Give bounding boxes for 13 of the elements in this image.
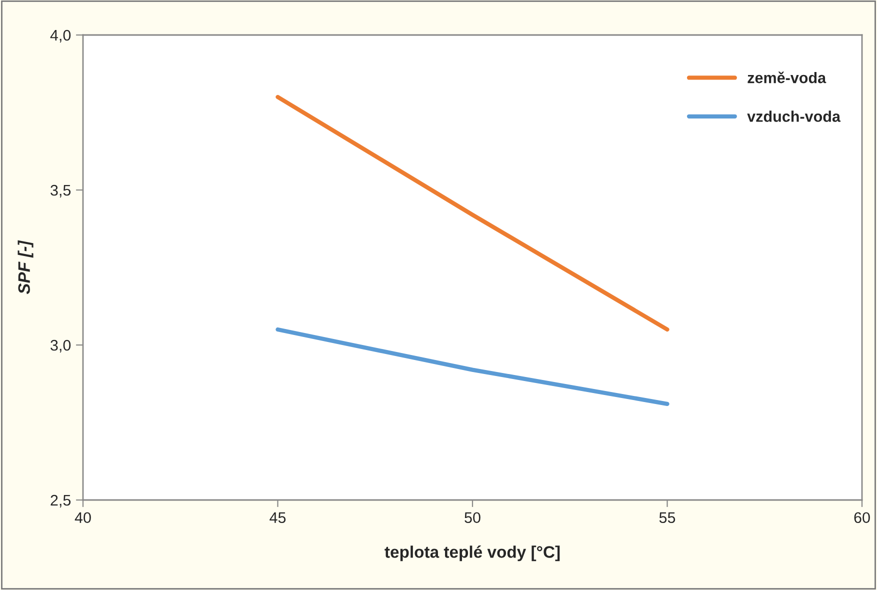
legend-label: vzduch-voda xyxy=(747,110,841,122)
y-tick-label: 3,0 xyxy=(50,340,71,352)
y-tick-label: 4,0 xyxy=(50,30,71,42)
x-tick-label: 45 xyxy=(270,512,286,524)
x-tick-label: 50 xyxy=(464,512,480,524)
y-tick-label: 3,5 xyxy=(50,184,71,198)
y-tick-label: 2,5 xyxy=(50,494,71,508)
x-axis-title: teplota teplé vody [°C] xyxy=(384,545,560,562)
x-tick-label: 40 xyxy=(74,512,91,524)
legend-label: země-voda xyxy=(748,72,826,84)
x-tick-label: 60 xyxy=(854,512,870,524)
y-axis-title: SPF [-] xyxy=(18,240,34,294)
x-tick-label: 55 xyxy=(659,512,676,524)
